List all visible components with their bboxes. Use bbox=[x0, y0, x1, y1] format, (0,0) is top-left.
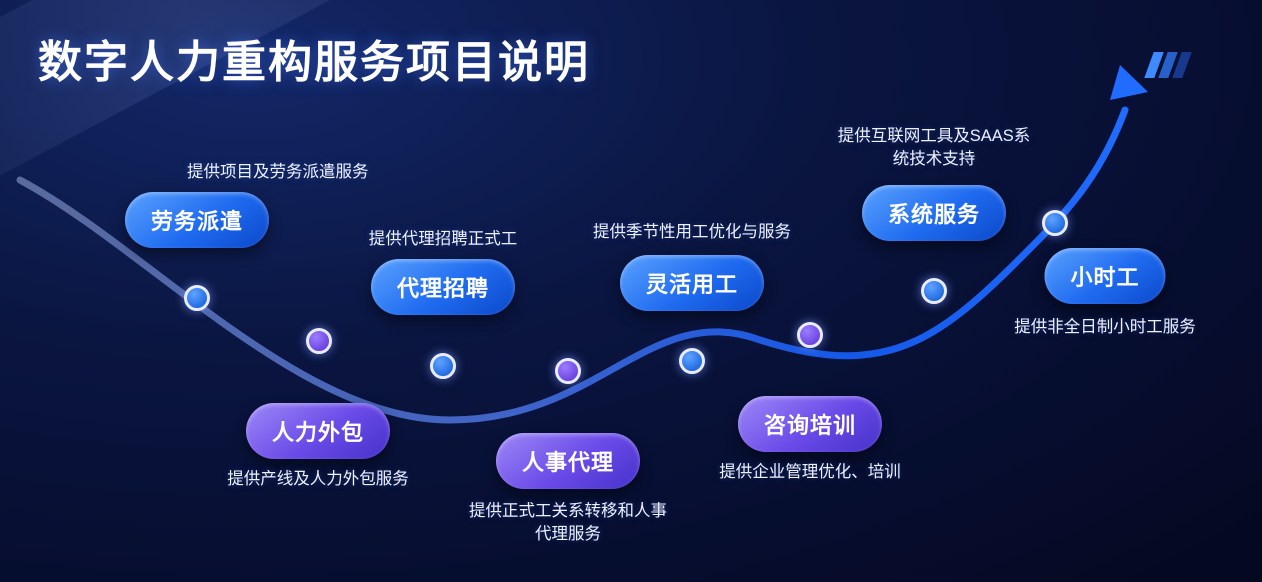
stage-caption-agency-recruit: 提供代理招聘正式工 bbox=[369, 228, 518, 252]
stage-pill-agency-recruit[interactable]: 代理招聘 bbox=[371, 259, 515, 315]
stage-caption-system-service: 提供互联网工具及SAAS系 统技术支持 bbox=[838, 125, 1031, 171]
stage-pill-consulting-training[interactable]: 咨询培训 bbox=[738, 396, 882, 452]
stage-caption-hr-outsourcing: 提供产线及人力外包服务 bbox=[227, 468, 409, 492]
stage-pill-flexible-work[interactable]: 灵活用工 bbox=[620, 255, 764, 311]
timeline-node-4[interactable] bbox=[555, 358, 581, 384]
stage-caption-labor-dispatch: 提供项目及劳务派遣服务 bbox=[187, 161, 369, 185]
timeline-node-3[interactable] bbox=[430, 353, 456, 379]
timeline-node-5[interactable] bbox=[679, 348, 705, 374]
stage-pill-labor-dispatch[interactable]: 劳务派遣 bbox=[125, 192, 269, 248]
timeline-node-7[interactable] bbox=[921, 278, 947, 304]
timeline-node-2[interactable] bbox=[306, 328, 332, 354]
timeline-diagram: 劳务派遣 提供项目及劳务派遣服务 代理招聘 提供代理招聘正式工 人力外包 提供产… bbox=[0, 0, 1262, 582]
stage-caption-consulting-training: 提供企业管理优化、培训 bbox=[719, 461, 901, 485]
stage-pill-system-service[interactable]: 系统服务 bbox=[862, 185, 1006, 241]
timeline-node-1[interactable] bbox=[184, 285, 210, 311]
stage-pill-personnel-agency[interactable]: 人事代理 bbox=[496, 433, 640, 489]
timeline-node-6[interactable] bbox=[797, 322, 823, 348]
stage-caption-personnel-agency: 提供正式工关系转移和人事 代理服务 bbox=[469, 500, 667, 546]
stage-caption-flexible-work: 提供季节性用工优化与服务 bbox=[593, 221, 791, 245]
timeline-node-8[interactable] bbox=[1042, 210, 1068, 236]
stage-caption-hourly-work: 提供非全日制小时工服务 bbox=[1014, 316, 1196, 340]
stage-pill-hr-outsourcing[interactable]: 人力外包 bbox=[246, 403, 390, 459]
stage-pill-hourly-work[interactable]: 小时工 bbox=[1044, 248, 1165, 304]
